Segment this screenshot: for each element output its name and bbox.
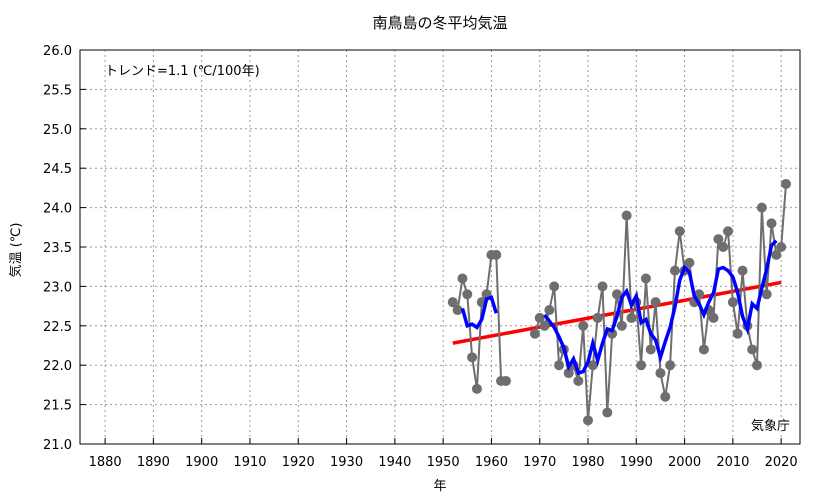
data-point — [592, 312, 603, 323]
x-tick-label: 2010 — [716, 455, 749, 470]
y-tick-label: 26.0 — [43, 44, 72, 59]
data-point — [621, 210, 632, 221]
y-tick-label: 25.0 — [43, 123, 72, 138]
data-point — [771, 249, 782, 260]
data-point — [756, 202, 767, 213]
data-point — [626, 312, 637, 323]
data-point — [713, 234, 724, 245]
data-point — [462, 289, 473, 300]
data-point — [549, 281, 560, 292]
data-point — [447, 297, 458, 308]
data-point — [645, 344, 656, 355]
data-point — [674, 226, 685, 237]
data-point — [718, 242, 729, 252]
data-point — [611, 289, 622, 300]
x-tick-label: 2000 — [668, 455, 701, 470]
data-point — [471, 383, 482, 394]
data-point — [457, 273, 468, 284]
data-point — [776, 242, 787, 252]
x-tick-label: 1990 — [620, 455, 653, 470]
data-point — [660, 391, 671, 402]
data-point — [747, 344, 758, 355]
data-point — [636, 360, 647, 371]
data-point — [539, 320, 550, 331]
data-point — [491, 249, 502, 260]
running-mean-line — [543, 239, 778, 376]
y-tick-label: 24.0 — [43, 202, 72, 217]
chart-title: 南鳥島の冬平均気温 — [372, 14, 507, 32]
y-tick-label: 22.0 — [43, 359, 72, 374]
x-tick-label: 1960 — [475, 455, 508, 470]
y-axis-label: 気温 (℃) — [8, 223, 24, 278]
data-point — [737, 265, 748, 276]
data-point — [752, 360, 763, 371]
data-point — [698, 344, 709, 355]
running-mean-line — [460, 295, 498, 330]
y-tick-label: 23.0 — [43, 280, 72, 295]
data-point — [727, 297, 738, 308]
data-point — [732, 328, 743, 339]
data-point — [761, 289, 772, 300]
data-point — [583, 415, 594, 426]
x-tick-label: 1980 — [571, 455, 604, 470]
data-point — [563, 368, 574, 379]
source-label: 気象庁 — [751, 418, 790, 434]
data-point — [640, 273, 651, 284]
y-tick-label: 21.0 — [43, 438, 72, 453]
data-point — [655, 368, 666, 379]
trend-annotation: トレンド=1.1 (℃/100年) — [105, 64, 260, 79]
data-point — [766, 218, 777, 229]
y-tick-label: 25.5 — [43, 83, 72, 98]
y-tick-label: 24.5 — [43, 162, 72, 177]
data-point — [544, 305, 555, 316]
x-tick-label: 1920 — [282, 455, 315, 470]
data-point — [578, 320, 589, 331]
data-point — [616, 320, 627, 331]
data-point — [573, 375, 584, 386]
x-tick-label: 1970 — [523, 455, 556, 470]
data-point — [708, 312, 719, 323]
data-point — [684, 257, 695, 268]
x-tick-label: 1950 — [427, 455, 460, 470]
data-point — [669, 265, 680, 276]
x-tick-label: 1930 — [330, 455, 363, 470]
x-tick-label: 1880 — [89, 455, 122, 470]
x-tick-label: 1900 — [185, 455, 218, 470]
data-point — [534, 312, 545, 323]
data-point — [587, 360, 598, 371]
y-tick-label: 22.5 — [43, 320, 72, 335]
y-tick-label: 23.5 — [43, 241, 72, 256]
x-tick-label: 1940 — [378, 455, 411, 470]
x-tick-label: 1890 — [137, 455, 170, 470]
data-point — [665, 360, 676, 371]
data-point — [554, 360, 565, 371]
x-axis-label: 年 — [433, 479, 446, 494]
data-point — [650, 297, 661, 308]
data-point — [467, 352, 478, 363]
x-tick-label: 1910 — [233, 455, 266, 470]
x-tick-label: 2020 — [765, 455, 798, 470]
data-point — [529, 328, 540, 339]
y-tick-label: 21.5 — [43, 399, 72, 414]
data-point — [452, 305, 463, 316]
data-point — [602, 407, 613, 418]
data-point — [597, 281, 608, 292]
data-point — [780, 178, 791, 189]
annual-line — [451, 253, 506, 389]
data-point — [723, 226, 734, 237]
data-point — [500, 375, 511, 386]
